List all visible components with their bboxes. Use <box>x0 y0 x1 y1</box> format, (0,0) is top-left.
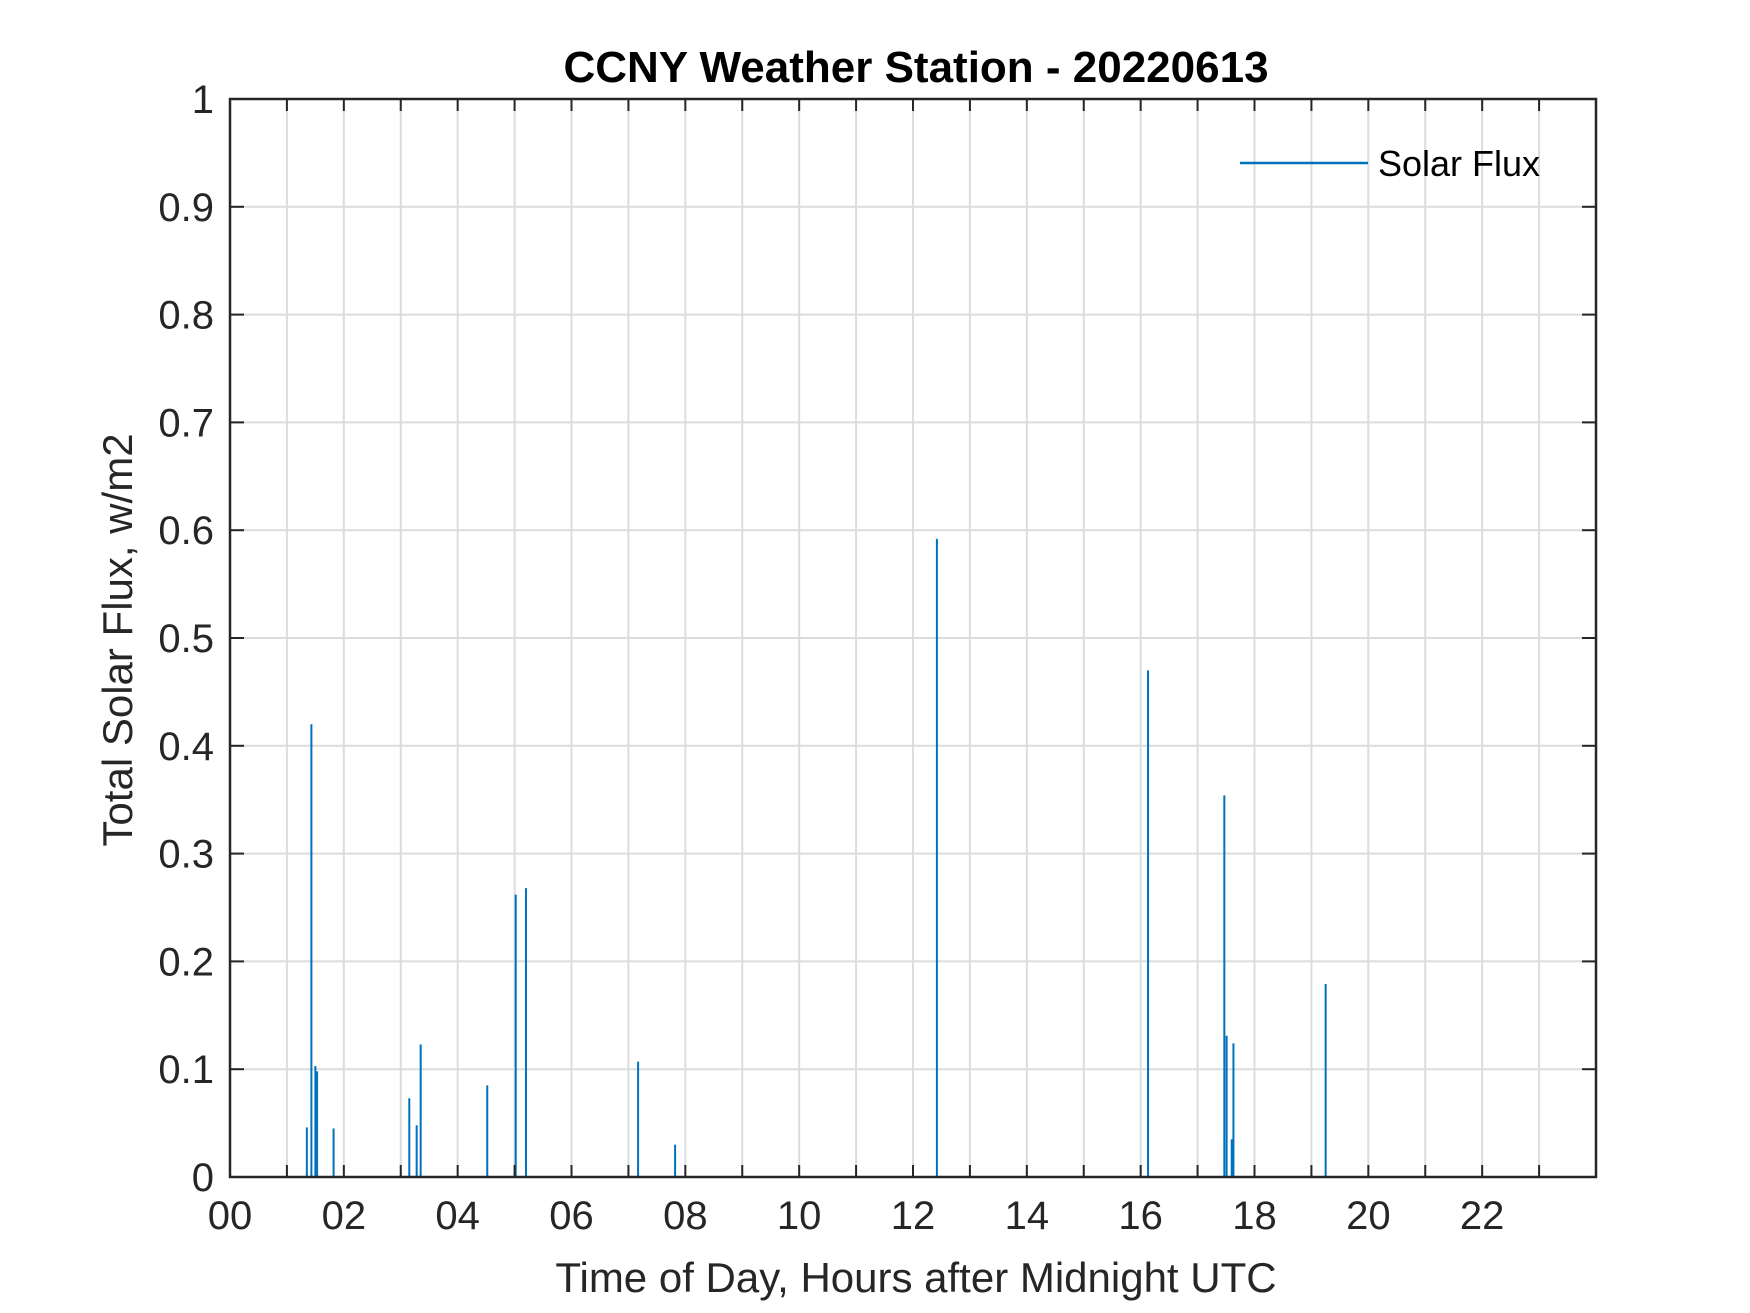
y-tick-label: 0.1 <box>158 1048 214 1092</box>
x-tick-label: 04 <box>435 1194 480 1238</box>
legend: Solar Flux <box>1240 143 1540 184</box>
y-tick-label: 0.2 <box>158 940 214 984</box>
x-axis-label: Time of Day, Hours after Midnight UTC <box>555 1254 1276 1301</box>
x-tick-label: 10 <box>777 1194 822 1238</box>
y-tick-label: 0.5 <box>158 617 214 661</box>
x-tick-label: 12 <box>891 1194 936 1238</box>
y-tick-label: 0.8 <box>158 294 214 338</box>
x-tick-label: 22 <box>1460 1194 1505 1238</box>
axis-tick-labels: 0 0.1 0.2 0.3 0.4 0.5 0.6 0.7 0.8 0.9 1 00 02 04 06 08 1… <box>158 78 1504 1238</box>
y-tick-label: 0.9 <box>158 186 214 230</box>
x-tick-label: 08 <box>663 1194 708 1238</box>
x-tick-label: 18 <box>1232 1194 1277 1238</box>
y-tick-label: 0.4 <box>158 725 214 769</box>
y-tick-label: 0.3 <box>158 833 214 877</box>
x-tick-label: 02 <box>322 1194 367 1238</box>
grid-lines <box>230 99 1596 1177</box>
x-tick-label: 06 <box>549 1194 594 1238</box>
y-tick-label: 0.6 <box>158 509 214 553</box>
y-tick-label: 0.7 <box>158 401 214 445</box>
axis-ticks <box>230 99 1596 1177</box>
x-tick-label: 20 <box>1346 1194 1391 1238</box>
x-tick-label: 16 <box>1118 1194 1163 1238</box>
x-tick-label: 00 <box>208 1194 253 1238</box>
x-tick-label: 14 <box>1005 1194 1050 1238</box>
y-axis-label: Total Solar Flux, w/m2 <box>94 433 141 846</box>
legend-label-solar-flux: Solar Flux <box>1378 143 1540 184</box>
y-tick-label: 0 <box>192 1156 214 1200</box>
chart-title: CCNY Weather Station - 20220613 <box>563 43 1268 92</box>
y-tick-label: 1 <box>192 78 214 122</box>
